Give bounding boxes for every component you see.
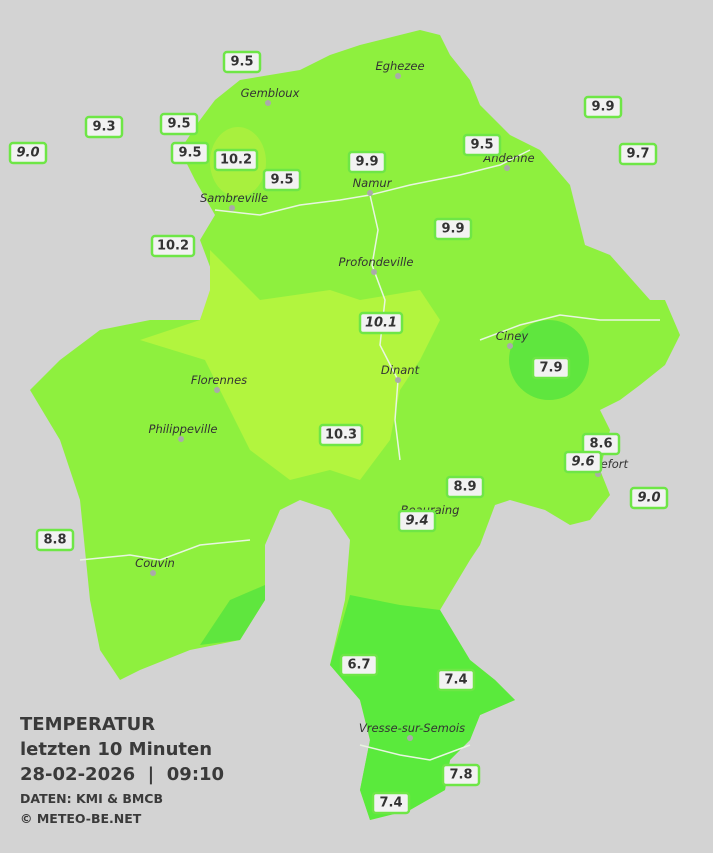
reading-value: 7.4 [444,673,467,688]
reading-box [563,450,603,474]
legend-title: TEMPERATUR [20,714,155,735]
reading-box [436,668,476,692]
reading-box [318,423,364,447]
reading-value: 9.7 [626,147,649,162]
city-label: Philippeville [149,422,218,436]
reading-box [170,141,210,165]
city-dot [214,387,220,393]
reading-value: 9.3 [92,120,115,135]
legend-subtitle: letzten 10 Minuten [20,739,212,760]
reading-value: 9.9 [591,100,614,115]
reading-value: 9.0 [16,146,39,161]
reading-value: 10.1 [365,316,397,331]
city-dot [507,343,513,349]
reading-box [262,168,302,192]
city-label: Couvin [135,556,175,570]
city-label: Sambreville [200,191,268,205]
city-label: Florennes [191,373,247,387]
reading-value: 8.9 [453,480,476,495]
city-label: Namur [353,176,393,190]
legend-datetime: 28-02-2026 | 09:10 [20,764,224,785]
reading-box [358,311,404,335]
city-label: Profondeville [339,255,414,269]
city-label: Eghezee [375,59,424,73]
reading-box [441,763,481,787]
reading-box [150,234,196,258]
reading-box [531,356,571,380]
reading-box [347,150,387,174]
reading-box [213,148,259,172]
reading-value: 9.9 [355,155,378,170]
reading-box [433,217,473,241]
reading-value: 9.0 [637,491,660,506]
city-dot [150,570,156,576]
reading-box [445,475,485,499]
reading-box [222,50,262,74]
city-label: Gembloux [241,86,300,100]
cool-patch [200,585,265,645]
reading-value: 10.3 [325,428,357,443]
reading-box [629,486,669,510]
city-dot [367,190,373,196]
reading-value: 8.6 [589,437,612,452]
reading-value: 9.5 [167,117,190,132]
city-dot [265,100,271,106]
reading-value: 9.5 [178,146,201,161]
reading-value: 8.8 [43,533,66,548]
reading-box [35,528,75,552]
reading-box [397,509,437,533]
cool-zone [330,595,515,820]
reading-box [371,791,411,815]
reading-value: 6.7 [347,658,370,673]
reading-box [159,112,199,136]
city-dot [229,205,235,211]
reading-value: 9.9 [441,222,464,237]
reading-box [618,142,658,166]
legend-copyright: © METEO-BE.NET [20,811,142,826]
city-dot [178,436,184,442]
reading-value: 7.8 [449,768,472,783]
reading-value: 10.2 [220,153,252,168]
reading-value: 7.4 [379,796,402,811]
reading-box [8,141,48,165]
reading-box [339,653,379,677]
reading-value: 9.6 [571,455,594,470]
reading-value: 9.5 [270,173,293,188]
city-label: Dinant [381,363,420,377]
city-dot [504,165,510,171]
city-dot [395,377,401,383]
city-dot [371,269,377,275]
reading-box [583,95,623,119]
reading-value: 9.5 [230,55,253,70]
reading-box [462,133,502,157]
city-label: Ciney [496,329,529,343]
city-dot [407,735,413,741]
reading-box [84,115,124,139]
reading-value: 10.2 [157,239,189,254]
legend-source: DATEN: KMI & BMCB [20,791,163,806]
reading-value: 9.5 [470,138,493,153]
reading-value: 7.9 [539,361,562,376]
city-label: Vresse-sur-Semois [359,721,465,735]
warm-zone [140,250,440,480]
reading-value: 9.4 [405,514,428,529]
city-dot [395,73,401,79]
